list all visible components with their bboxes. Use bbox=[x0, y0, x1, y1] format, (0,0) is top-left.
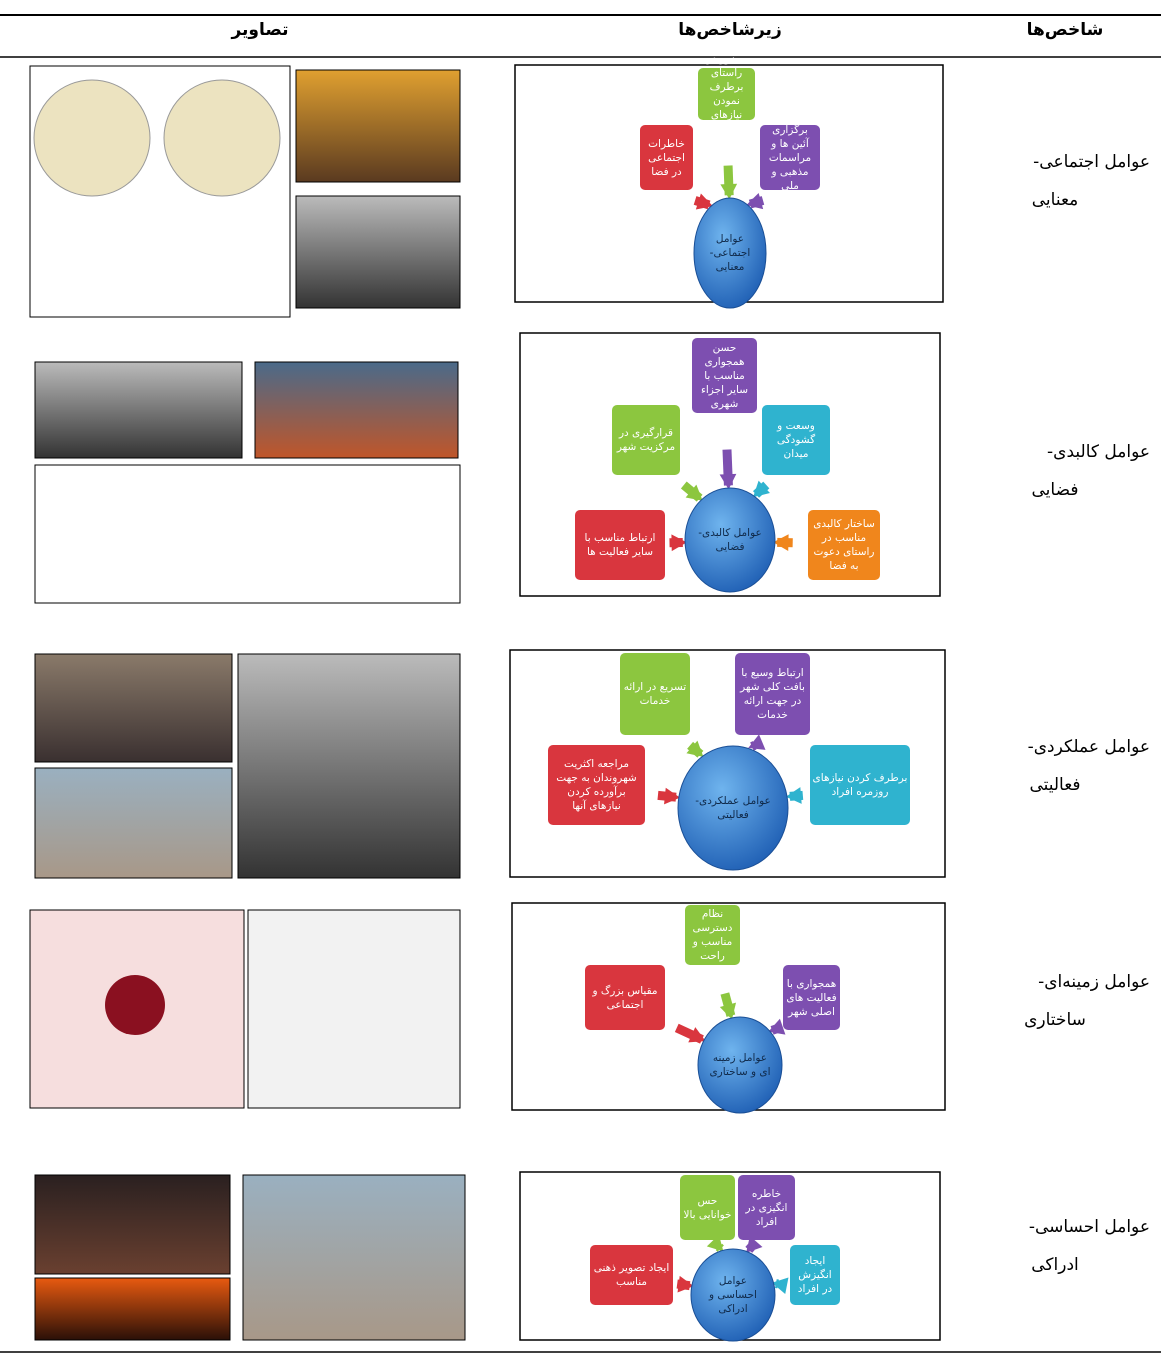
sub-index-box: برطرف کردن نیازهای روزمره افراد bbox=[810, 745, 910, 825]
image-map bbox=[247, 909, 461, 1109]
center-node bbox=[690, 1248, 776, 1342]
index-label: معنایی bbox=[1031, 190, 1079, 210]
index-label: عوامل زمینه‌ای- bbox=[1038, 972, 1150, 992]
index-label: عوامل احساسی- bbox=[1028, 1217, 1150, 1237]
arrow-head bbox=[719, 473, 737, 490]
center-label: عوامل کالبدی-فضایی bbox=[698, 526, 762, 553]
image-photo bbox=[34, 361, 243, 459]
index-label: ادراکی bbox=[1031, 1255, 1079, 1275]
arrow-head bbox=[785, 787, 802, 804]
sub-index-box: مراجعه اکثریت شهروندان به جهت برآورده کر… bbox=[548, 745, 645, 825]
center-label: عوامل اجتماعی-معنایی bbox=[709, 233, 751, 273]
image-plan-circle bbox=[33, 79, 151, 197]
sub-index-box: خاطرات اجتماعی در فضا bbox=[640, 125, 693, 190]
sub-index-box: نظام دسترسی مناسب و راحت bbox=[685, 905, 740, 965]
arrow-head bbox=[695, 193, 713, 210]
arrow-head bbox=[688, 1027, 706, 1043]
sub-index-box: خاطره انگیزی در افراد bbox=[738, 1175, 795, 1240]
image-photo bbox=[295, 69, 461, 183]
image-photo bbox=[242, 1174, 466, 1341]
arrow-head bbox=[773, 534, 789, 552]
sub-index-box: تسریع در ارائه خدمات bbox=[620, 653, 690, 735]
arrow-head bbox=[671, 534, 687, 552]
image-photo bbox=[237, 653, 461, 879]
image-plan-circle bbox=[163, 79, 281, 197]
center-node bbox=[693, 197, 767, 309]
arrow-head bbox=[746, 192, 764, 210]
image-photo bbox=[254, 361, 459, 459]
sub-index-box: ایجاد انگیزش در افراد bbox=[790, 1245, 840, 1305]
arrow-head bbox=[686, 740, 704, 757]
sub-index-box: حسن همجواری مناسب با سایر اجزاء شهری bbox=[692, 338, 757, 413]
center-node bbox=[684, 487, 776, 593]
column-header: زیرشاخص‌ها bbox=[678, 20, 782, 40]
sub-index-box: برگزاری آئین ها و مراسمات مذهبی و ملی bbox=[760, 124, 820, 192]
image-photo bbox=[34, 1277, 231, 1341]
arrow-head bbox=[664, 787, 681, 805]
sub-index-box: همجواری با فعالیت های اصلی شهر bbox=[783, 965, 840, 1030]
sub-index-box: مقیاس بزرگ و اجتماعی bbox=[585, 965, 665, 1030]
image-elevations bbox=[34, 464, 461, 604]
sub-index-box: ارتباط مناسب با سایر فعالیت ها bbox=[575, 510, 665, 580]
column-header: تصاویر bbox=[231, 20, 289, 40]
center-node bbox=[677, 745, 789, 871]
sub-index-box: حس خوانایی بالا bbox=[680, 1175, 735, 1240]
sub-index-box: قرارگیری در مرکزیت شهر bbox=[612, 405, 680, 475]
sub-index-box: ایجاد تصویر ذهنی مناسب bbox=[590, 1245, 673, 1305]
center-label: عوامل زمینه ای و ساختاری bbox=[709, 1051, 771, 1078]
sub-index-box: ارتباط وسیع با بافت کلی شهر در جهت ارائه… bbox=[735, 653, 810, 735]
column-header: شاخص‌ها bbox=[1026, 20, 1104, 40]
index-label: فعالیتی bbox=[1029, 775, 1081, 795]
arrow-head bbox=[771, 1277, 789, 1294]
image-photo bbox=[34, 653, 233, 763]
arrow-head bbox=[677, 1275, 694, 1293]
image-photo bbox=[295, 195, 461, 309]
sub-index-box: وسعت و گشودگی میدان bbox=[762, 405, 830, 475]
center-label: عوامل عملکردی-فعالیتی bbox=[695, 794, 771, 821]
index-label: فضایی bbox=[1031, 480, 1079, 500]
image-photo bbox=[34, 767, 233, 879]
arrow-head bbox=[719, 1002, 737, 1020]
index-label: عوامل اجتماعی- bbox=[1033, 152, 1150, 172]
center-label: عوامل احساسی و ادراکی bbox=[709, 1274, 757, 1315]
arrow-head bbox=[685, 484, 703, 501]
image-photo bbox=[34, 1174, 231, 1275]
arrow-head bbox=[748, 734, 766, 750]
sub-index-box: حضور در راستای برطرف نمودن نیازهای روزان… bbox=[698, 53, 755, 135]
arrow-head bbox=[720, 183, 738, 200]
sub-index-box: ساختار کالبدی مناسب در راستای دعوت به فض… bbox=[808, 510, 880, 580]
index-label: عوامل عملکردی- bbox=[1027, 737, 1150, 757]
center-node bbox=[697, 1016, 783, 1114]
index-label: عوامل کالبدی- bbox=[1047, 442, 1150, 462]
arrow-head bbox=[768, 1018, 786, 1035]
arrow-head bbox=[753, 480, 770, 498]
image-map-core bbox=[105, 975, 165, 1035]
arrow-head bbox=[746, 1235, 763, 1253]
index-label: ساختاری bbox=[1024, 1010, 1086, 1030]
